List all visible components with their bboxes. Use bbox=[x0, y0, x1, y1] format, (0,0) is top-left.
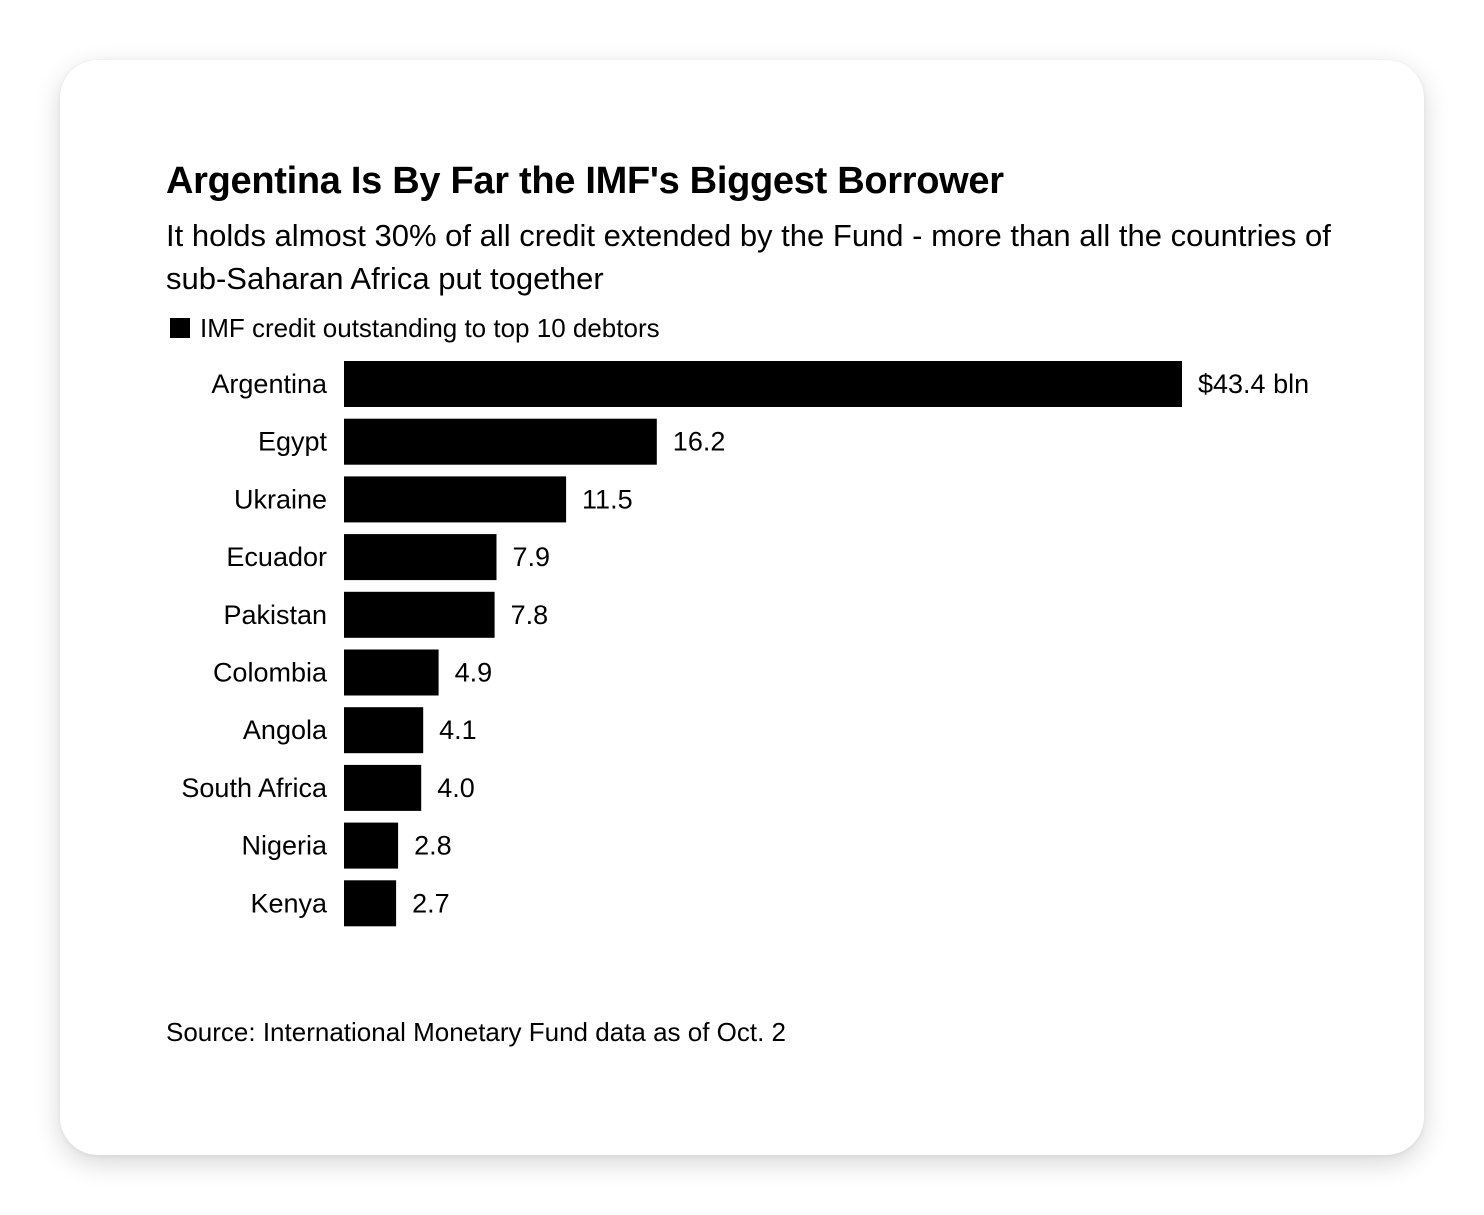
bar bbox=[344, 591, 495, 638]
value-label: 4.1 bbox=[439, 715, 477, 745]
value-label: 11.5 bbox=[582, 484, 633, 514]
legend: IMF credit outstanding to top 10 debtors bbox=[170, 312, 660, 344]
bar bbox=[344, 707, 424, 754]
bar bbox=[344, 418, 657, 465]
value-label: 2.8 bbox=[414, 831, 452, 861]
chart-card: Argentina Is By Far the IMF's Biggest Bo… bbox=[60, 60, 1424, 1155]
value-label: 16.2 bbox=[673, 427, 726, 457]
chart-subtitle: It holds almost 30% of all credit extend… bbox=[166, 218, 1331, 296]
bar bbox=[344, 534, 497, 581]
category-label: Angola bbox=[243, 715, 328, 745]
value-label: 2.7 bbox=[412, 888, 450, 918]
category-label: South Africa bbox=[181, 773, 328, 803]
bar bbox=[344, 822, 399, 869]
legend-label: IMF credit outstanding to top 10 debtors bbox=[200, 313, 660, 343]
value-label: 7.8 bbox=[511, 600, 549, 630]
source-note: Source: International Monetary Fund data… bbox=[166, 1017, 787, 1047]
bar bbox=[344, 476, 567, 523]
category-label: Pakistan bbox=[223, 600, 327, 630]
category-label: Kenya bbox=[250, 888, 328, 918]
value-label: 7.9 bbox=[513, 542, 551, 572]
legend-swatch bbox=[170, 318, 190, 338]
value-label: $43.4 bln bbox=[1198, 369, 1309, 399]
bar bbox=[344, 764, 422, 811]
value-label: 4.9 bbox=[455, 658, 493, 688]
bar-chart: Argentina $43.4 bln Egypt 16.2 Ukraine 11.5 Ec… bbox=[181, 361, 1309, 927]
category-label: Colombia bbox=[213, 658, 328, 688]
category-label: Egypt bbox=[258, 427, 328, 457]
category-label: Argentina bbox=[211, 369, 328, 399]
category-label: Ukraine bbox=[234, 484, 327, 514]
category-label: Ecuador bbox=[226, 542, 327, 572]
bar bbox=[344, 880, 397, 927]
bar bbox=[344, 361, 1182, 407]
chart-title: Argentina Is By Far the IMF's Biggest Bo… bbox=[166, 160, 1004, 202]
value-label: 4.0 bbox=[437, 773, 475, 803]
category-label: Nigeria bbox=[241, 831, 328, 861]
bar bbox=[344, 649, 439, 696]
